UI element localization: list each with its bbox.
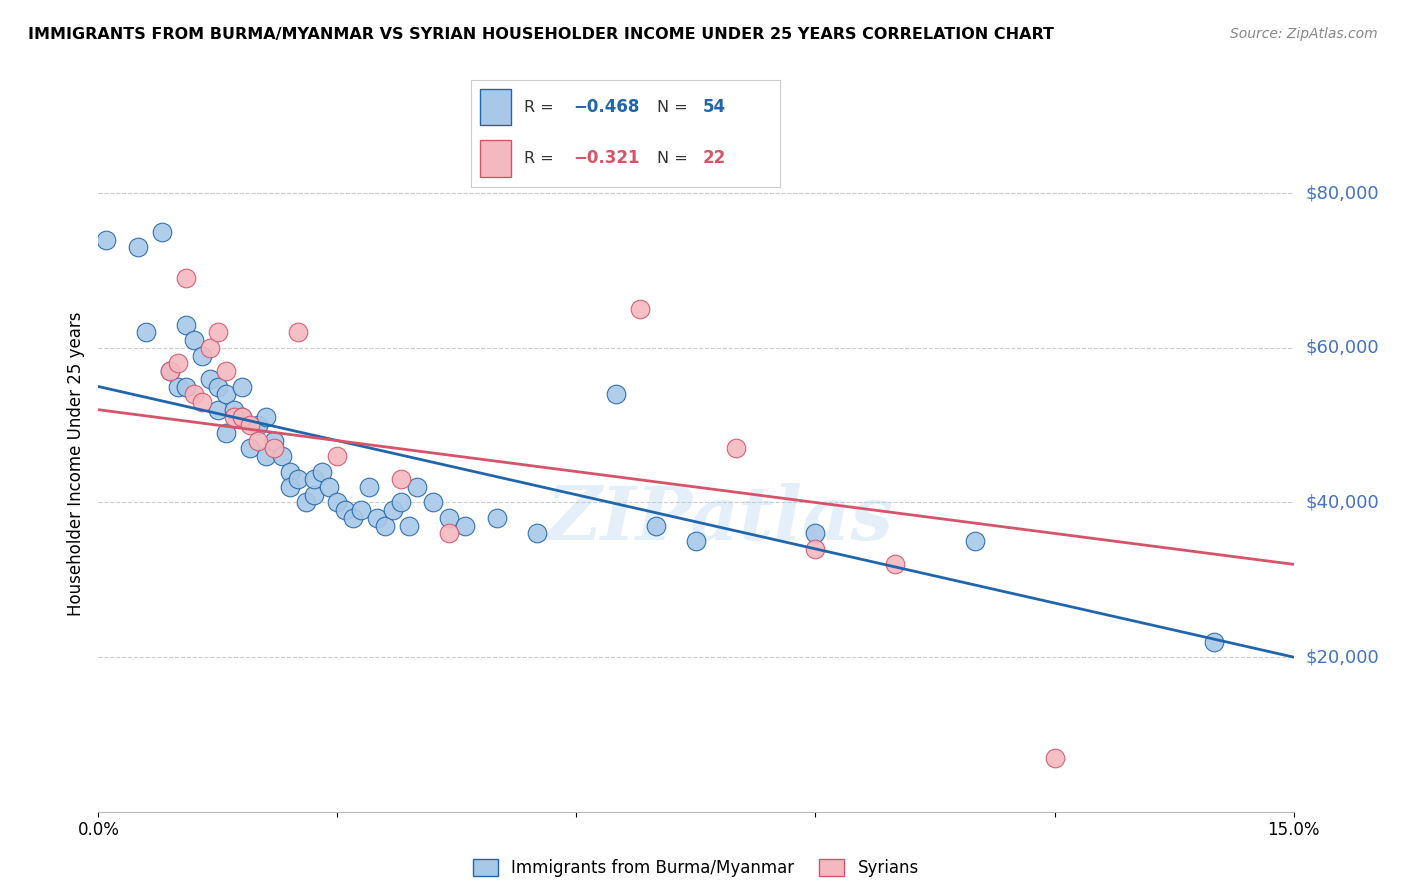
Text: $20,000: $20,000 bbox=[1305, 648, 1379, 666]
Point bbox=[231, 379, 253, 393]
Point bbox=[191, 349, 214, 363]
Point bbox=[159, 364, 181, 378]
Point bbox=[174, 318, 197, 332]
Point bbox=[398, 518, 420, 533]
Point bbox=[207, 402, 229, 417]
Text: 22: 22 bbox=[703, 150, 727, 168]
Point bbox=[389, 495, 412, 509]
Point bbox=[215, 364, 238, 378]
Point bbox=[605, 387, 627, 401]
Text: R =: R = bbox=[523, 151, 558, 166]
Point bbox=[326, 449, 349, 463]
Point bbox=[1043, 750, 1066, 764]
Point bbox=[437, 526, 460, 541]
Point bbox=[342, 511, 364, 525]
Point bbox=[406, 480, 429, 494]
Y-axis label: Householder Income Under 25 years: Householder Income Under 25 years bbox=[66, 311, 84, 616]
Point bbox=[167, 379, 190, 393]
Text: 54: 54 bbox=[703, 98, 725, 116]
Text: R =: R = bbox=[523, 100, 558, 114]
Point bbox=[254, 410, 277, 425]
Point bbox=[724, 442, 747, 456]
Text: N =: N = bbox=[657, 151, 693, 166]
Text: −0.321: −0.321 bbox=[574, 150, 640, 168]
Point bbox=[215, 387, 238, 401]
Text: IMMIGRANTS FROM BURMA/MYANMAR VS SYRIAN HOUSEHOLDER INCOME UNDER 25 YEARS CORREL: IMMIGRANTS FROM BURMA/MYANMAR VS SYRIAN … bbox=[28, 27, 1054, 42]
Point bbox=[382, 503, 405, 517]
Point bbox=[294, 495, 316, 509]
Point bbox=[191, 395, 214, 409]
Point bbox=[366, 511, 388, 525]
Point bbox=[159, 364, 181, 378]
Point bbox=[278, 480, 301, 494]
Point bbox=[239, 442, 262, 456]
Point bbox=[287, 472, 309, 486]
Point bbox=[270, 449, 292, 463]
Point bbox=[231, 410, 253, 425]
Text: $60,000: $60,000 bbox=[1305, 339, 1379, 357]
Point bbox=[645, 518, 668, 533]
Point bbox=[302, 488, 325, 502]
Point bbox=[198, 341, 221, 355]
Text: $40,000: $40,000 bbox=[1305, 493, 1379, 511]
Point bbox=[485, 511, 508, 525]
Point bbox=[183, 333, 205, 347]
Point bbox=[207, 326, 229, 340]
Point bbox=[311, 465, 333, 479]
Point bbox=[231, 410, 253, 425]
Point bbox=[167, 356, 190, 370]
Point bbox=[454, 518, 477, 533]
Text: ZIPatlas: ZIPatlas bbox=[547, 483, 893, 556]
Point bbox=[150, 225, 173, 239]
Point bbox=[350, 503, 373, 517]
Point bbox=[963, 534, 986, 549]
Point bbox=[222, 410, 245, 425]
Point bbox=[422, 495, 444, 509]
Point bbox=[526, 526, 548, 541]
Point bbox=[359, 480, 381, 494]
Point bbox=[685, 534, 707, 549]
Point bbox=[254, 449, 277, 463]
Point bbox=[222, 402, 245, 417]
Text: N =: N = bbox=[657, 100, 693, 114]
Point bbox=[239, 418, 262, 433]
Point bbox=[326, 495, 349, 509]
Text: Source: ZipAtlas.com: Source: ZipAtlas.com bbox=[1230, 27, 1378, 41]
Point bbox=[335, 503, 357, 517]
FancyBboxPatch shape bbox=[481, 140, 512, 177]
Point bbox=[135, 326, 157, 340]
Point bbox=[278, 465, 301, 479]
Point bbox=[215, 425, 238, 440]
Point bbox=[374, 518, 396, 533]
FancyBboxPatch shape bbox=[481, 89, 512, 125]
Point bbox=[389, 472, 412, 486]
Legend: Immigrants from Burma/Myanmar, Syrians: Immigrants from Burma/Myanmar, Syrians bbox=[467, 852, 925, 883]
Point bbox=[302, 472, 325, 486]
Point bbox=[628, 302, 651, 317]
Point bbox=[127, 240, 149, 254]
Point bbox=[174, 379, 197, 393]
Text: $80,000: $80,000 bbox=[1305, 185, 1379, 202]
Point bbox=[1202, 634, 1225, 648]
Point bbox=[318, 480, 340, 494]
Point bbox=[183, 387, 205, 401]
Point bbox=[437, 511, 460, 525]
Point bbox=[263, 442, 285, 456]
Point bbox=[198, 372, 221, 386]
Point bbox=[246, 418, 269, 433]
Point bbox=[884, 558, 907, 572]
Point bbox=[804, 541, 827, 556]
Point bbox=[96, 233, 118, 247]
Text: −0.468: −0.468 bbox=[574, 98, 640, 116]
Point bbox=[287, 326, 309, 340]
Point bbox=[804, 526, 827, 541]
Point bbox=[246, 434, 269, 448]
Point bbox=[174, 271, 197, 285]
Point bbox=[263, 434, 285, 448]
Point bbox=[207, 379, 229, 393]
